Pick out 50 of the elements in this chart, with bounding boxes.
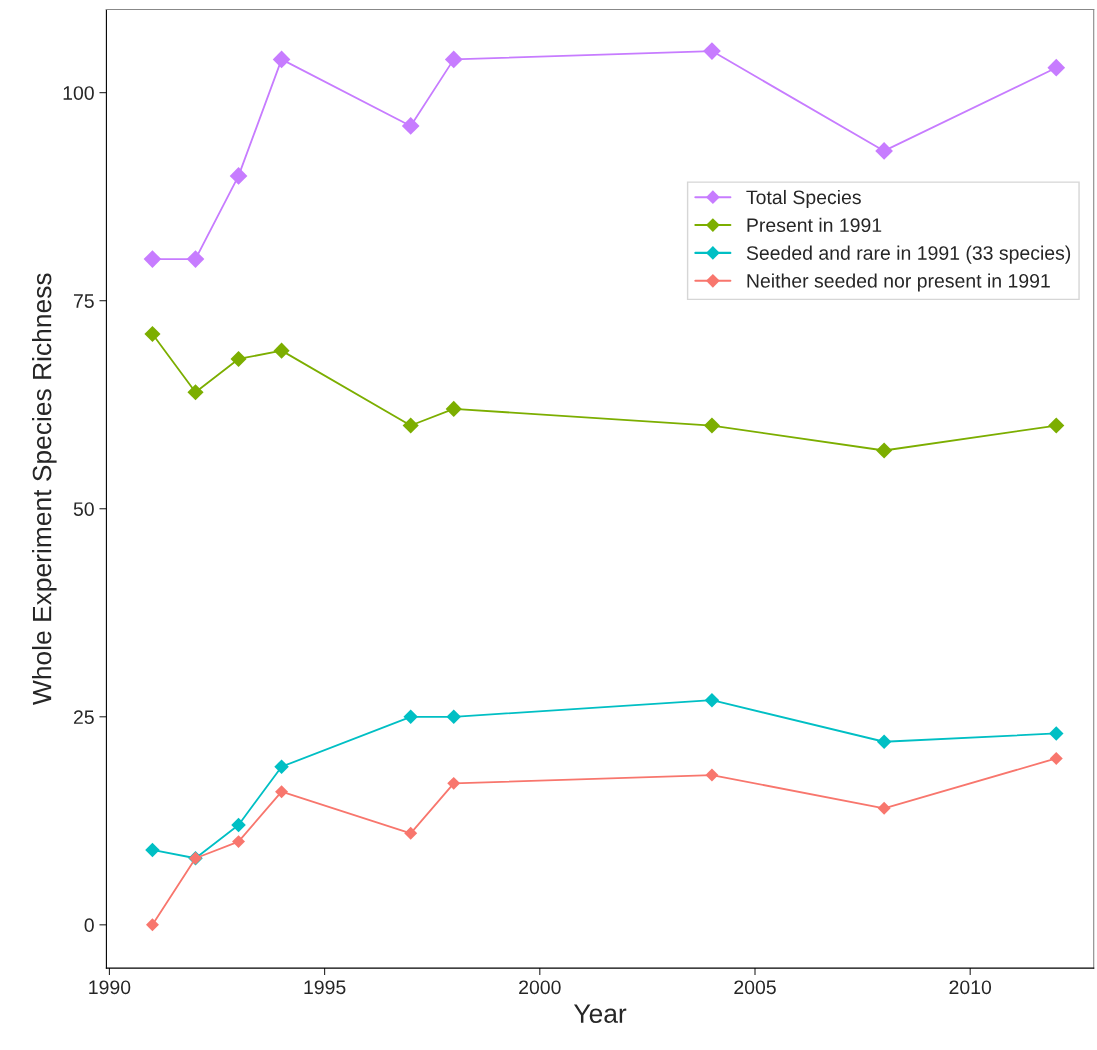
point	[275, 785, 289, 799]
point	[187, 384, 204, 401]
point	[144, 325, 161, 343]
x-tick-label: 2005	[734, 980, 776, 995]
point	[232, 835, 246, 849]
y-tick-label: 75	[73, 294, 94, 308]
x-tick-label: 1995	[304, 980, 346, 995]
point	[401, 117, 420, 135]
x-tick-label: 2010	[949, 980, 992, 995]
point	[447, 776, 461, 790]
point	[145, 918, 159, 932]
x-axis-title: Year	[573, 1004, 627, 1023]
point	[446, 709, 461, 725]
point	[444, 50, 463, 69]
legend-label: Total Species	[746, 189, 861, 209]
legend-label: Seeded and rare in 1991 (33 species)	[746, 245, 1071, 264]
point	[274, 759, 289, 774]
x-tick-label: 1990	[89, 980, 131, 995]
y-axis-title: Whole Experiment Species Richness	[32, 273, 57, 705]
y-tick-label: 0	[84, 918, 94, 933]
legend-label: Present in 1991	[747, 217, 882, 233]
point	[143, 250, 162, 268]
point	[875, 142, 893, 160]
point	[229, 167, 248, 185]
point	[403, 709, 418, 725]
legend-label: Neither seeded nor present in 1991	[747, 273, 1050, 292]
point	[705, 768, 719, 782]
point	[272, 50, 291, 69]
point	[231, 817, 246, 833]
point	[1047, 58, 1066, 77]
point	[1049, 751, 1063, 765]
point	[404, 826, 418, 840]
y-tick-label: 25	[73, 710, 94, 725]
point	[1049, 726, 1064, 741]
point	[230, 350, 247, 368]
point	[704, 692, 720, 708]
point	[402, 417, 419, 434]
point	[876, 442, 893, 459]
x-tick-label: 2000	[519, 980, 561, 995]
point	[273, 342, 290, 359]
point	[876, 734, 892, 750]
point	[186, 250, 205, 268]
point	[703, 417, 721, 434]
y-tick-label: 100	[63, 86, 94, 100]
point	[1048, 417, 1065, 434]
point	[445, 400, 462, 417]
point	[877, 801, 891, 815]
point	[703, 42, 721, 60]
point	[145, 842, 160, 858]
y-tick-label: 50	[73, 502, 94, 516]
